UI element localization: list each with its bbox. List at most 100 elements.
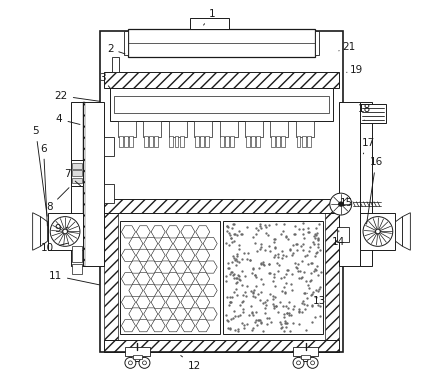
Bar: [220, 136, 224, 147]
Bar: [251, 136, 255, 147]
Bar: [124, 136, 128, 147]
Text: 21: 21: [339, 42, 355, 52]
Polygon shape: [403, 213, 410, 250]
Bar: [47, 213, 83, 250]
Circle shape: [376, 229, 380, 234]
Bar: [112, 57, 119, 72]
Circle shape: [339, 202, 343, 206]
Circle shape: [363, 217, 393, 246]
Bar: [154, 136, 158, 147]
Text: 13: 13: [307, 293, 326, 306]
Bar: [205, 136, 209, 147]
Bar: [230, 136, 234, 147]
Text: 16: 16: [367, 157, 383, 224]
Polygon shape: [396, 217, 403, 246]
Bar: [200, 136, 204, 147]
Text: 3: 3: [99, 73, 110, 88]
Bar: [170, 136, 173, 147]
Bar: [296, 121, 314, 137]
Circle shape: [63, 229, 67, 234]
Bar: [144, 136, 148, 147]
Bar: [72, 264, 82, 274]
Text: 14: 14: [332, 231, 346, 248]
Bar: [296, 136, 300, 147]
Circle shape: [125, 357, 136, 368]
Bar: [149, 136, 153, 147]
Circle shape: [128, 361, 132, 365]
Text: 22: 22: [54, 91, 100, 101]
Bar: [104, 137, 114, 156]
Bar: [195, 136, 199, 147]
Text: 9: 9: [54, 224, 68, 234]
Text: 8: 8: [46, 188, 69, 212]
Text: 10: 10: [41, 243, 68, 253]
Polygon shape: [40, 217, 47, 246]
Text: 7: 7: [64, 169, 81, 186]
Text: 17: 17: [361, 138, 375, 154]
Text: 11: 11: [49, 271, 100, 285]
Bar: [128, 29, 315, 57]
Bar: [180, 136, 183, 147]
Bar: [271, 136, 275, 147]
Circle shape: [139, 357, 150, 368]
Bar: [71, 160, 83, 186]
Bar: [104, 213, 118, 340]
Bar: [143, 121, 161, 137]
Circle shape: [330, 193, 352, 215]
Text: 6: 6: [40, 143, 47, 226]
Bar: [129, 136, 133, 147]
Bar: [246, 136, 250, 147]
Bar: [302, 136, 306, 147]
Bar: [83, 102, 104, 266]
Bar: [124, 31, 128, 55]
Bar: [72, 246, 82, 262]
Text: 5: 5: [32, 126, 47, 216]
Bar: [104, 72, 339, 88]
Bar: [120, 221, 220, 334]
Bar: [104, 199, 339, 213]
Bar: [225, 136, 229, 147]
Bar: [301, 355, 310, 359]
Bar: [125, 347, 150, 356]
Circle shape: [143, 361, 147, 365]
Text: 1: 1: [204, 9, 215, 25]
Text: 19: 19: [346, 65, 363, 75]
Bar: [118, 121, 136, 137]
Bar: [110, 88, 333, 121]
Text: 12: 12: [181, 355, 201, 371]
Bar: [133, 355, 142, 359]
Bar: [256, 136, 260, 147]
Text: 18: 18: [358, 104, 371, 120]
Bar: [119, 136, 123, 147]
Bar: [100, 31, 343, 352]
Bar: [194, 121, 212, 137]
Bar: [339, 102, 360, 266]
Polygon shape: [33, 213, 40, 250]
Bar: [83, 102, 85, 266]
Bar: [114, 96, 329, 113]
Circle shape: [311, 361, 315, 365]
Bar: [337, 227, 349, 242]
Bar: [325, 213, 339, 340]
Circle shape: [293, 357, 304, 368]
Bar: [307, 136, 311, 147]
Bar: [104, 184, 114, 203]
Bar: [223, 221, 323, 334]
Bar: [72, 178, 82, 183]
Bar: [315, 31, 319, 55]
Bar: [360, 102, 372, 266]
Bar: [360, 213, 396, 250]
Bar: [360, 104, 386, 123]
Bar: [220, 121, 237, 137]
Bar: [293, 347, 318, 356]
Bar: [276, 136, 280, 147]
Bar: [175, 136, 179, 147]
Circle shape: [50, 217, 80, 246]
Bar: [281, 136, 285, 147]
Bar: [190, 18, 229, 29]
Bar: [169, 121, 187, 137]
Text: 15: 15: [340, 198, 353, 208]
Bar: [72, 163, 82, 169]
Bar: [72, 170, 82, 176]
Circle shape: [296, 361, 300, 365]
